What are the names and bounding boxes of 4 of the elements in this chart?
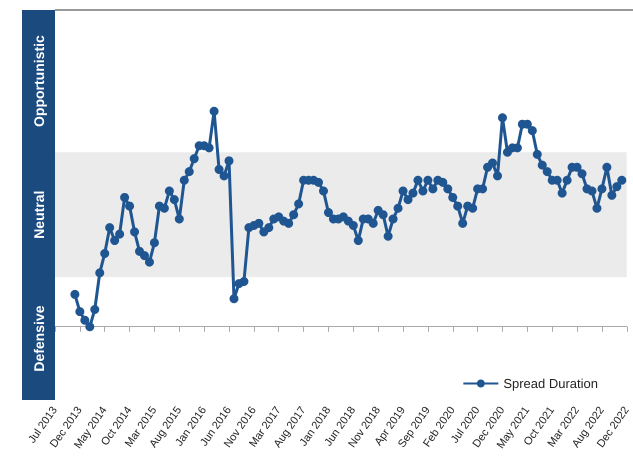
legend-label: Spread Duration xyxy=(503,376,598,391)
text: Opportunistic xyxy=(31,35,47,127)
text: Neutral xyxy=(31,190,47,239)
text: Defensive xyxy=(31,305,47,372)
